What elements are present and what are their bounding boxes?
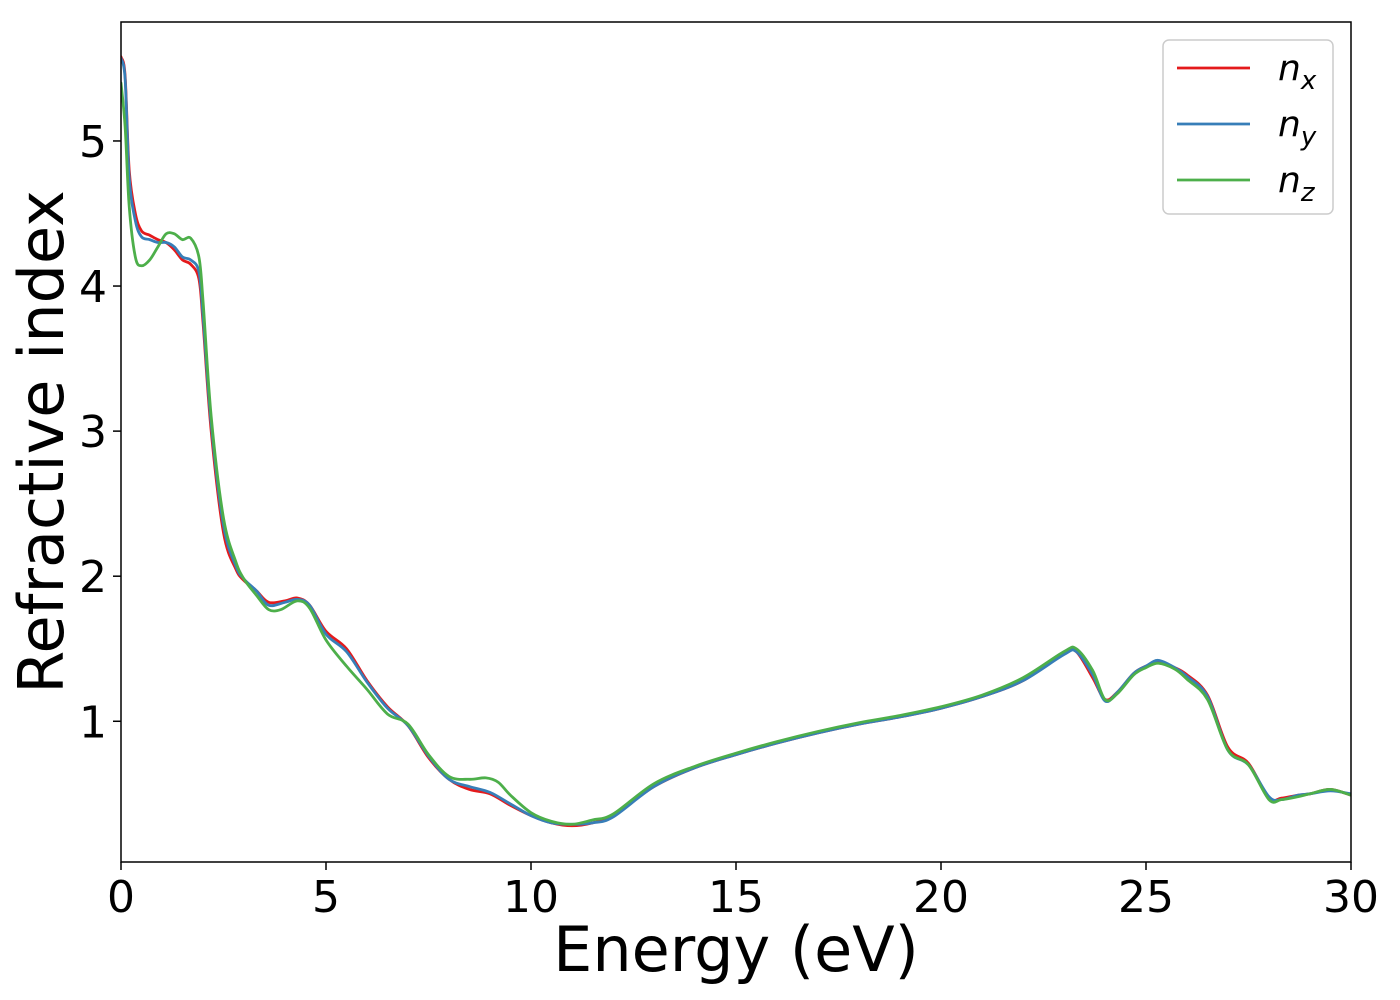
legend-label-ny: ny xyxy=(1278,104,1317,152)
x-tick-label: 0 xyxy=(107,872,135,923)
x-tick-label: 5 xyxy=(312,872,340,923)
series-line-ny xyxy=(121,56,1351,826)
legend-label-nz: nz xyxy=(1278,160,1316,208)
y-tick-label: 3 xyxy=(79,407,107,458)
y-tick-label: 4 xyxy=(79,262,107,313)
legend-label-subscript: x xyxy=(1300,66,1317,96)
legend-label-main: n xyxy=(1278,48,1301,89)
legend-label-main: n xyxy=(1278,160,1301,201)
legend-label-main: n xyxy=(1278,104,1301,145)
y-tick-label: 1 xyxy=(79,697,107,748)
y-axis-label: Refractive index xyxy=(5,190,78,694)
series-line-nz xyxy=(121,81,1351,826)
x-axis-label: Energy (eV) xyxy=(553,913,919,986)
legend-box xyxy=(1162,39,1334,215)
y-axis: 1 2 3 4 5 xyxy=(79,117,121,748)
x-tick-label: 25 xyxy=(1118,872,1174,923)
legend-label-subscript: z xyxy=(1300,178,1316,208)
y-tick-label: 2 xyxy=(79,552,107,603)
series-layer xyxy=(121,55,1351,828)
x-tick-label: 20 xyxy=(913,872,969,923)
legend-label-nx: nx xyxy=(1278,48,1317,96)
y-tick-label: 5 xyxy=(79,117,107,168)
x-tick-label: 10 xyxy=(503,872,559,923)
x-tick-label: 30 xyxy=(1323,872,1379,923)
x-tick-label: 15 xyxy=(708,872,764,923)
x-axis: 0 5 10 15 20 25 30 xyxy=(107,862,1379,923)
legend-label-subscript: y xyxy=(1300,122,1317,152)
